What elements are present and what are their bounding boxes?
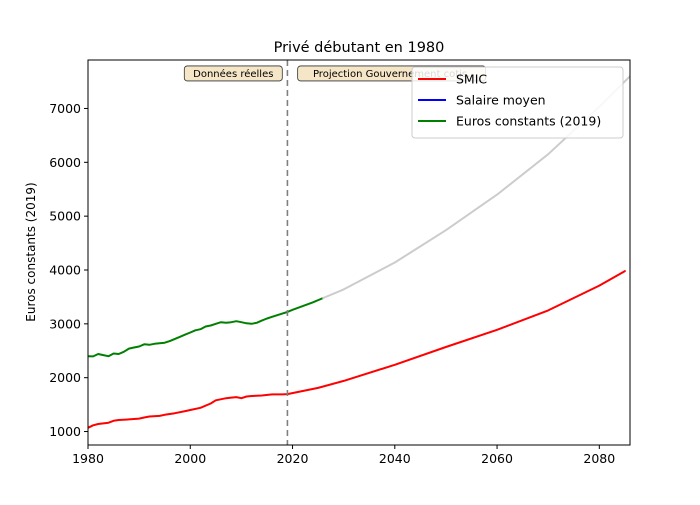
- plot-frame: [87, 59, 631, 446]
- legend: SMIC Salaire moyen Euros constants (2019): [411, 66, 624, 139]
- x-tick-label: 2080: [583, 451, 615, 466]
- y-tick-label: 2000: [49, 370, 81, 385]
- x-tick-label: 2020: [277, 451, 309, 466]
- legend-label: SMIC: [456, 72, 487, 87]
- x-tick-label: 2060: [481, 451, 513, 466]
- x-tick-label: 1980: [72, 451, 104, 466]
- annotation-text: Données réelles: [193, 68, 273, 80]
- series-line-smic-0: [88, 270, 626, 429]
- annotation-0: Données réelles: [183, 65, 283, 82]
- x-tick-label: 2000: [174, 451, 206, 466]
- x-tick-label: 2040: [379, 451, 411, 466]
- annotation-text: Projection Gouvernement cotis.: [313, 69, 470, 80]
- y-tick-label: 4000: [49, 263, 81, 278]
- y-tick-label: 6000: [49, 155, 81, 170]
- series-line-euros-constants-2019-2: [88, 297, 325, 358]
- y-tick-label: 7000: [49, 101, 81, 116]
- y-tick-label: 5000: [49, 209, 81, 224]
- y-tick-label: 3000: [49, 316, 81, 331]
- y-tick-label: 1000: [49, 424, 81, 439]
- legend-label: Salaire moyen: [456, 93, 546, 108]
- plot-area: [88, 60, 630, 445]
- legend-label: Euros constants (2019): [456, 114, 601, 129]
- axes: 1980 2000 2020 2040 2060 2080 1000 2000 3000 4000…: [49, 101, 615, 466]
- y-axis-label: Euros constants (2019): [24, 182, 38, 321]
- chart-title: Privé débutant en 1980: [274, 40, 445, 56]
- annotation-box: [183, 65, 283, 82]
- legend-box: [411, 66, 624, 139]
